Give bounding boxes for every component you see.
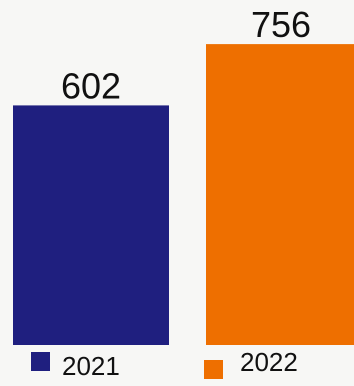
value-labels-group: 602 756 bbox=[61, 4, 311, 106]
bar-value-label-2022: 756 bbox=[251, 4, 311, 45]
bar-value-label-2021: 602 bbox=[61, 65, 121, 106]
legend-label-2022: 2022 bbox=[240, 347, 298, 377]
bar-2022 bbox=[206, 44, 354, 345]
legend-swatch-2021 bbox=[31, 352, 50, 371]
legend-label-2021: 2021 bbox=[62, 351, 120, 381]
legend-swatch-2022 bbox=[204, 360, 223, 379]
bar-2021 bbox=[13, 105, 169, 346]
legend: 2021 2022 bbox=[31, 347, 298, 381]
bars-group bbox=[13, 44, 354, 346]
